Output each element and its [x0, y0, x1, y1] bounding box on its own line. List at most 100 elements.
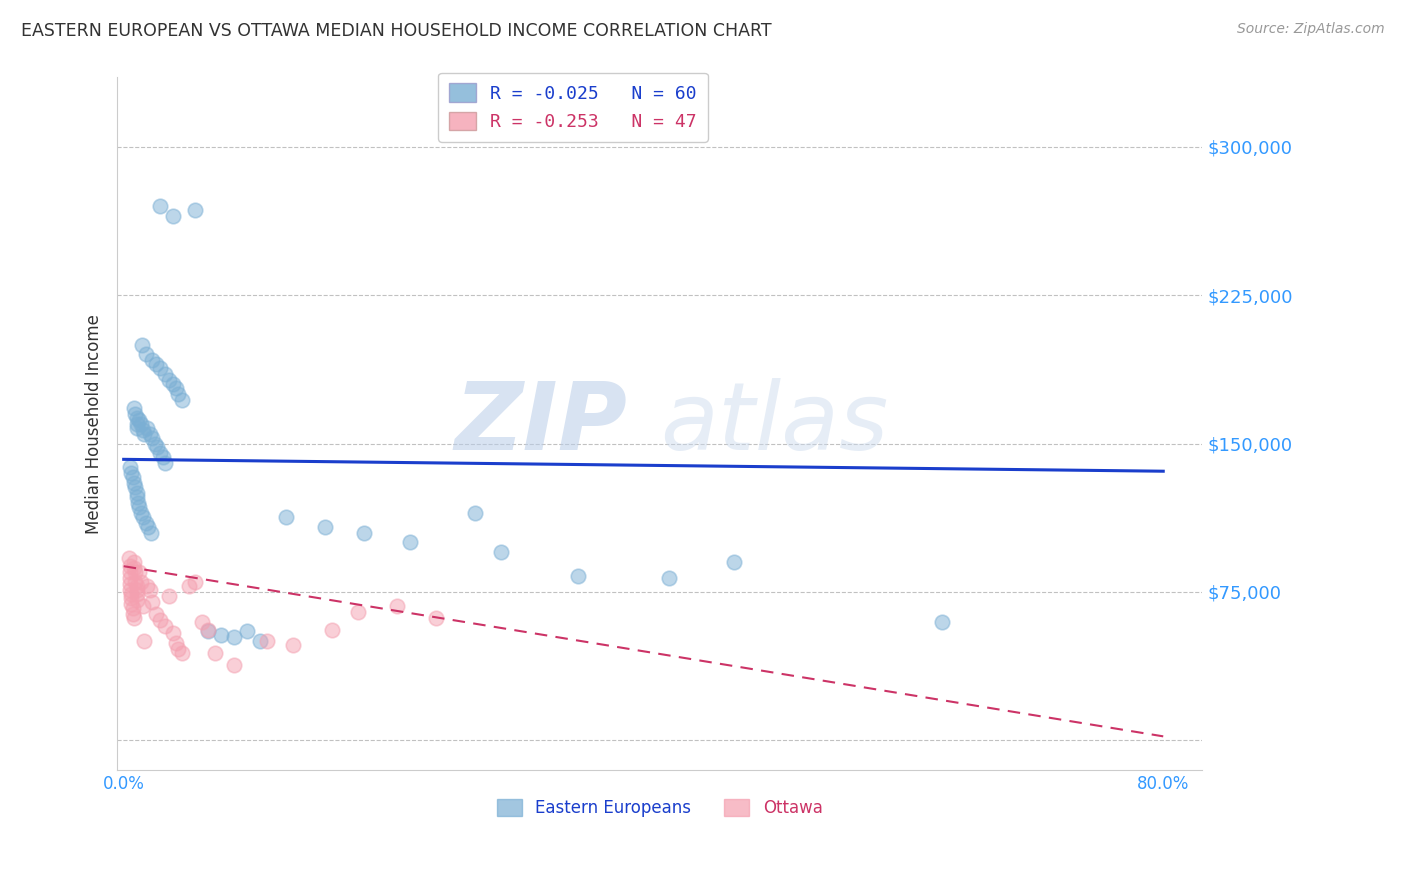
- Point: [146, 441, 169, 455]
- Point: [141, 595, 163, 609]
- Point: [162, 377, 184, 392]
- Text: atlas: atlas: [659, 378, 889, 469]
- Point: [567, 569, 589, 583]
- Point: [145, 607, 167, 621]
- Point: [157, 589, 180, 603]
- Point: [132, 599, 155, 613]
- Point: [120, 577, 142, 591]
- Point: [249, 634, 271, 648]
- Point: [136, 420, 159, 434]
- Point: [658, 571, 681, 585]
- Point: [281, 638, 304, 652]
- Point: [172, 392, 194, 407]
- Point: [224, 631, 246, 645]
- Point: [125, 417, 148, 431]
- Point: [121, 587, 143, 601]
- Point: [121, 466, 143, 480]
- Point: [125, 486, 148, 500]
- Point: [125, 579, 148, 593]
- Point: [353, 525, 375, 540]
- Point: [256, 634, 278, 648]
- Point: [425, 610, 447, 624]
- Point: [129, 417, 152, 431]
- Point: [209, 628, 232, 642]
- Point: [122, 476, 145, 491]
- Point: [122, 610, 145, 624]
- Point: [122, 555, 145, 569]
- Point: [124, 480, 146, 494]
- Legend: Eastern Europeans, Ottawa: Eastern Europeans, Ottawa: [491, 792, 830, 824]
- Point: [122, 561, 145, 575]
- Point: [723, 555, 745, 569]
- Point: [145, 357, 167, 371]
- Point: [128, 565, 150, 579]
- Point: [135, 516, 157, 530]
- Point: [125, 420, 148, 434]
- Point: [120, 460, 142, 475]
- Point: [124, 565, 146, 579]
- Point: [122, 401, 145, 415]
- Point: [135, 347, 157, 361]
- Point: [125, 410, 148, 425]
- Y-axis label: Median Household Income: Median Household Income: [86, 314, 103, 533]
- Point: [127, 496, 149, 510]
- Point: [120, 571, 142, 585]
- Point: [125, 592, 148, 607]
- Point: [274, 509, 297, 524]
- Point: [464, 506, 486, 520]
- Point: [177, 579, 200, 593]
- Text: EASTERN EUROPEAN VS OTTAWA MEDIAN HOUSEHOLD INCOME CORRELATION CHART: EASTERN EUROPEAN VS OTTAWA MEDIAN HOUSEH…: [21, 22, 772, 40]
- Point: [120, 565, 142, 579]
- Point: [128, 500, 150, 514]
- Point: [141, 431, 163, 445]
- Point: [121, 470, 143, 484]
- Point: [121, 600, 143, 615]
- Point: [155, 618, 177, 632]
- Point: [184, 202, 207, 217]
- Point: [385, 599, 408, 613]
- Point: [121, 591, 143, 605]
- Point: [124, 574, 146, 589]
- Point: [149, 199, 172, 213]
- Point: [197, 624, 219, 639]
- Point: [125, 490, 148, 504]
- Point: [149, 446, 172, 460]
- Point: [138, 519, 160, 533]
- Point: [197, 623, 219, 637]
- Point: [141, 353, 163, 368]
- Point: [165, 636, 187, 650]
- Point: [165, 381, 187, 395]
- Point: [128, 413, 150, 427]
- Point: [118, 551, 141, 566]
- Point: [139, 525, 162, 540]
- Point: [143, 436, 166, 450]
- Point: [236, 624, 259, 639]
- Point: [155, 368, 177, 382]
- Point: [149, 613, 172, 627]
- Point: [314, 519, 336, 533]
- Point: [190, 615, 212, 629]
- Point: [121, 597, 143, 611]
- Point: [129, 506, 152, 520]
- Point: [172, 646, 194, 660]
- Point: [131, 337, 153, 351]
- Point: [184, 574, 207, 589]
- Point: [138, 582, 160, 597]
- Point: [321, 623, 343, 637]
- Point: [157, 373, 180, 387]
- Point: [346, 605, 368, 619]
- Point: [125, 587, 148, 601]
- Point: [931, 615, 953, 629]
- Point: [132, 423, 155, 437]
- Text: Source: ZipAtlas.com: Source: ZipAtlas.com: [1237, 22, 1385, 37]
- Point: [125, 582, 148, 597]
- Text: ZIP: ZIP: [454, 377, 627, 470]
- Point: [167, 642, 190, 657]
- Point: [120, 582, 142, 597]
- Point: [136, 579, 159, 593]
- Point: [162, 626, 184, 640]
- Point: [489, 545, 512, 559]
- Point: [120, 559, 142, 574]
- Point: [155, 456, 177, 470]
- Point: [132, 509, 155, 524]
